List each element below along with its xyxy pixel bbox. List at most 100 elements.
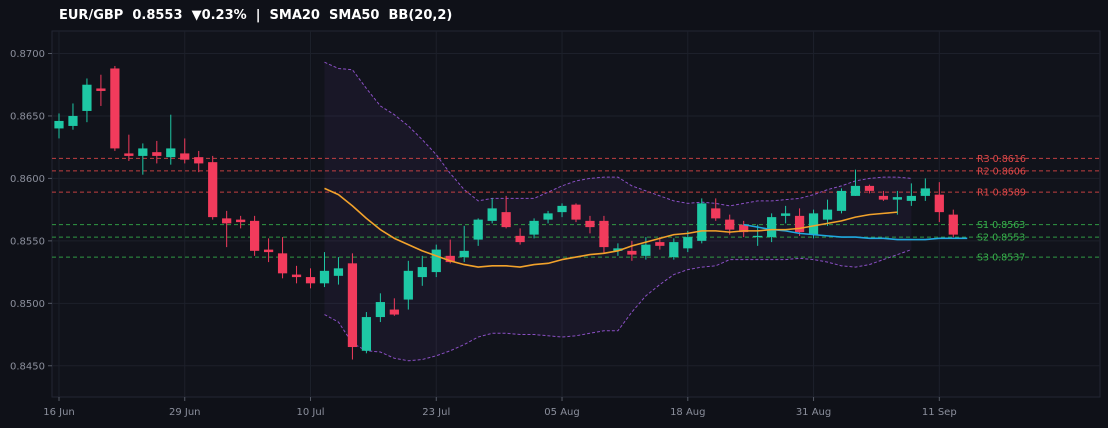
x-tick-label: 23 Jul — [422, 407, 450, 418]
candle-body — [613, 248, 623, 251]
bollinger-bands — [324, 61, 912, 362]
candle-body — [333, 268, 344, 276]
candle-body — [850, 185, 861, 196]
x-tick-label: 16 Jun — [43, 407, 75, 418]
candle-body — [319, 270, 330, 284]
sma50-line — [743, 223, 968, 241]
candle-body — [627, 250, 637, 255]
candle-body — [417, 267, 427, 278]
y-tick-label: 0.8600 — [10, 174, 45, 185]
candle-body — [655, 242, 665, 246]
candle-body — [208, 162, 218, 218]
candle-body — [864, 185, 875, 191]
candles — [54, 65, 958, 360]
candle-body — [110, 68, 120, 149]
candle-body — [152, 152, 162, 156]
y-axis: 0.8450 0.8500 0.8550 0.8600 0.8650 0.8700 — [10, 49, 52, 372]
candle-body — [96, 88, 106, 91]
candle-body — [683, 237, 693, 249]
candle-body — [68, 115, 78, 126]
x-tick-label: 10 Jul — [297, 407, 325, 418]
candle-body — [725, 219, 735, 230]
candle-body — [515, 235, 525, 243]
resistance-level-label: R3 0.8616 — [977, 154, 1026, 165]
candle-body — [711, 208, 721, 219]
y-tick-label: 0.8550 — [10, 236, 45, 247]
candle-body — [138, 148, 148, 156]
candle-body — [557, 205, 567, 213]
candle-body — [250, 220, 260, 251]
candle-body — [878, 195, 889, 200]
candle-body — [389, 309, 399, 315]
candle-body — [291, 274, 302, 278]
candle-body — [403, 270, 413, 300]
candle-body — [375, 302, 385, 318]
candle-body — [585, 220, 595, 228]
candle-body — [641, 244, 651, 256]
support-level-label: S2 0.8553 — [977, 233, 1025, 244]
candle-body — [669, 242, 679, 258]
candle-body — [906, 195, 916, 201]
bollinger-fill — [324, 62, 912, 361]
y-tick-label: 0.8450 — [10, 361, 45, 372]
candle-body — [767, 217, 777, 238]
candle-body — [571, 204, 581, 220]
candle-body — [445, 255, 455, 263]
support-level-label: S1 0.8563 — [977, 220, 1025, 231]
candle-body — [431, 249, 441, 273]
x-tick-label: 11 Sep — [922, 407, 957, 418]
candle-body — [82, 84, 92, 111]
candle-body — [599, 220, 609, 248]
candle-body — [236, 219, 246, 223]
candle-body — [305, 277, 316, 284]
x-tick-label: 29 Jun — [169, 407, 201, 418]
candle-body — [780, 213, 791, 216]
candle-body — [263, 249, 274, 253]
candle-body — [277, 253, 288, 274]
candle-body — [934, 194, 944, 213]
sma20-line — [324, 187, 898, 268]
candle-body — [948, 214, 958, 235]
candle-body — [543, 213, 553, 220]
resistance-level-label: R2 0.8606 — [977, 166, 1026, 177]
candle-body — [473, 219, 483, 240]
candle-body — [124, 153, 134, 156]
bollinger-lower-line — [324, 249, 912, 362]
grid — [52, 31, 1100, 397]
candle-body — [822, 209, 833, 220]
candle-body — [501, 212, 511, 228]
x-tick-label: 18 Aug — [670, 407, 705, 418]
x-tick-label: 05 Aug — [544, 407, 579, 418]
candle-body — [222, 218, 232, 224]
candle-body — [697, 203, 707, 241]
y-tick-label: 0.8650 — [10, 111, 45, 122]
support-level-label: S3 0.8537 — [977, 253, 1025, 264]
candle-body — [739, 224, 749, 233]
candle-body — [487, 208, 497, 221]
candle-body — [347, 263, 358, 348]
candle-body — [808, 213, 819, 235]
candle-body — [892, 197, 902, 200]
candle-body — [180, 153, 190, 160]
candle-body — [753, 235, 763, 238]
moving-averages — [324, 187, 968, 268]
x-tick-label: 31 Aug — [796, 407, 831, 418]
candle-body — [166, 148, 176, 158]
candle-body — [836, 190, 847, 211]
chart-title: EUR/GBP 0.8553 ▼0.23% | SMA20 SMA50 BB(2… — [59, 8, 453, 23]
candle-body — [529, 220, 539, 235]
bollinger-upper-line — [324, 61, 912, 207]
candle-body — [794, 215, 805, 233]
y-tick-label: 0.8700 — [10, 49, 45, 60]
candle-body — [361, 317, 372, 351]
candle-body — [194, 157, 204, 164]
x-axis: 16 Jun 29 Jun 10 Jul 23 Jul 05 Aug 18 Aug 31 A… — [43, 397, 957, 418]
candle-body — [54, 120, 64, 129]
candle-body — [920, 188, 930, 196]
y-tick-label: 0.8500 — [10, 299, 45, 310]
candle-body — [459, 250, 469, 258]
resistance-level-label: R1 0.8589 — [977, 188, 1026, 199]
